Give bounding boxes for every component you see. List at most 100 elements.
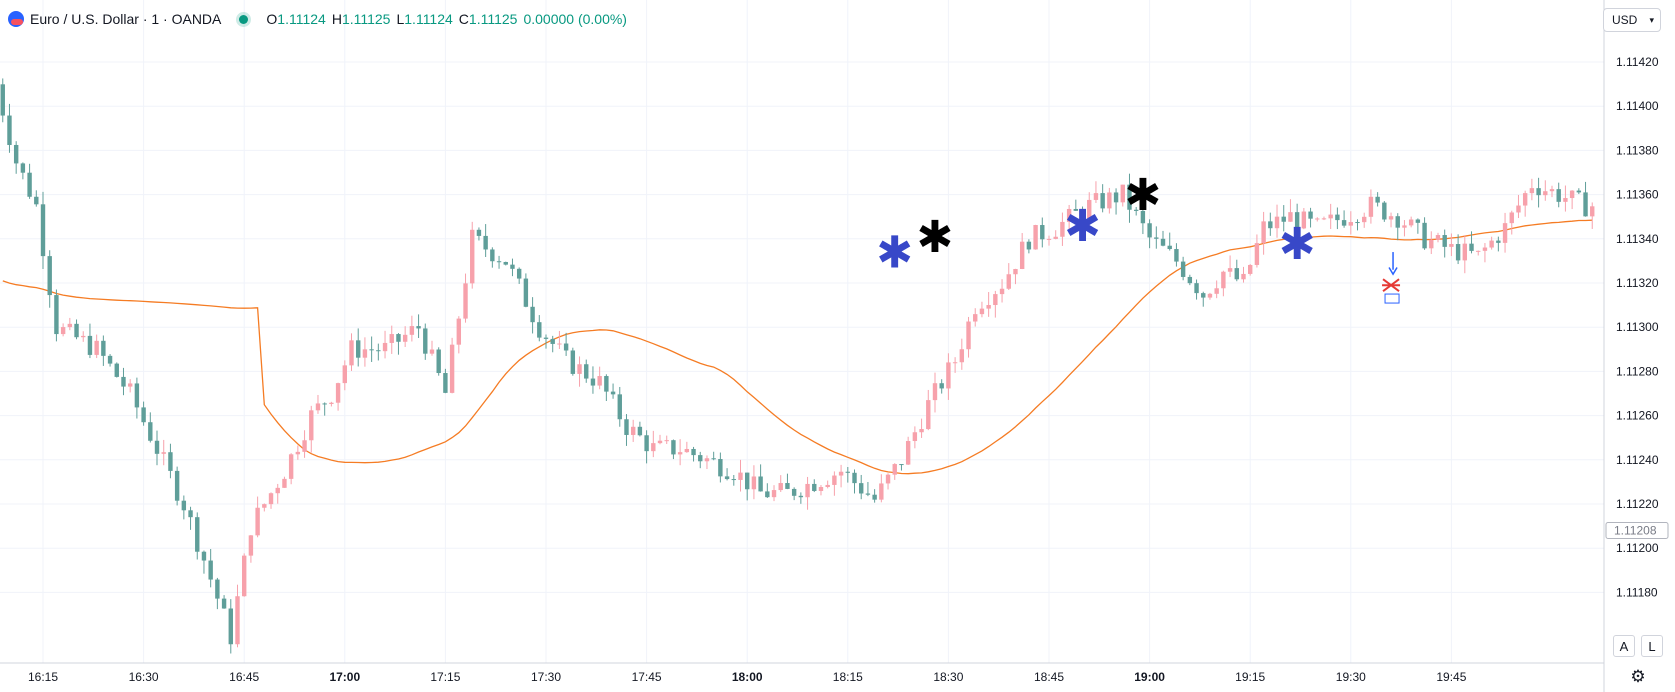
price-tick-label: 1.11200	[1616, 541, 1659, 555]
price-tick-label: 1.11240	[1616, 453, 1659, 467]
candle	[248, 535, 254, 563]
candle	[677, 439, 683, 466]
candle	[952, 357, 958, 373]
time-tick-label: 17:00	[329, 670, 360, 684]
signal-asterisk-icon: ✱	[917, 212, 954, 263]
candle	[1556, 182, 1561, 208]
candle	[1335, 207, 1340, 230]
candle	[516, 267, 522, 284]
candle	[208, 548, 213, 588]
log-scale-button[interactable]: L	[1641, 635, 1663, 657]
candle	[107, 354, 113, 367]
candle	[865, 482, 871, 497]
candle	[101, 335, 106, 366]
candle	[825, 480, 830, 489]
candle	[1382, 201, 1387, 222]
price-tick-label: 1.11320	[1616, 276, 1659, 290]
signal-asterisk-icon: ✱	[1124, 170, 1161, 221]
symbol-title[interactable]: Euro / U.S. Dollar · 1 · OANDA	[30, 11, 222, 27]
candle	[879, 474, 884, 503]
candle	[1315, 217, 1320, 222]
candle	[1375, 192, 1380, 207]
candle	[630, 419, 636, 442]
candle	[154, 430, 160, 466]
price-axis[interactable]: 1.11420 1.11400 1.11380 1.11360 1.11340 1.113…	[1616, 55, 1659, 599]
candle	[443, 368, 448, 394]
candle	[684, 441, 690, 453]
candle	[40, 191, 46, 269]
chart-grid	[0, 0, 1604, 663]
candle	[356, 328, 361, 367]
market-status-dot-icon	[239, 14, 249, 24]
candle	[624, 414, 629, 446]
candle	[349, 333, 354, 371]
time-tick-label: 16:30	[129, 670, 159, 684]
candle	[919, 418, 924, 438]
candle	[845, 466, 850, 483]
time-tick-label: 17:15	[430, 670, 460, 684]
candle	[1241, 266, 1246, 283]
candle	[771, 485, 777, 502]
candle	[1341, 210, 1347, 228]
close-value: 1.11125	[468, 11, 518, 27]
last-price-value: 1.11208	[1614, 524, 1657, 538]
candle	[503, 261, 508, 266]
time-tick-label: 19:00	[1134, 670, 1165, 684]
candle	[416, 314, 421, 339]
time-tick-label: 19:15	[1235, 670, 1265, 684]
candle	[449, 337, 455, 394]
candle	[1301, 208, 1307, 230]
candle	[1462, 235, 1468, 274]
candle	[242, 553, 247, 597]
candle	[195, 512, 200, 560]
candle	[724, 468, 730, 481]
candle	[999, 279, 1005, 303]
time-tick-label: 17:45	[632, 670, 662, 684]
candle	[1187, 274, 1193, 286]
candle	[496, 255, 502, 269]
candle	[959, 338, 965, 370]
candle	[402, 326, 408, 347]
candle	[979, 301, 985, 318]
candle	[1308, 207, 1313, 228]
candle	[563, 332, 569, 356]
candle	[309, 405, 314, 453]
open-label: O	[266, 11, 278, 27]
gear-icon[interactable]: ⚙	[1630, 667, 1646, 686]
candle	[1529, 178, 1535, 201]
candle	[315, 394, 321, 414]
candle	[1402, 220, 1407, 237]
currency-selector[interactable]: USD ▾	[1603, 8, 1661, 32]
candle	[1107, 187, 1112, 214]
candle	[470, 221, 475, 289]
candle	[335, 382, 341, 411]
candle	[1489, 236, 1494, 250]
price-tick-label: 1.11420	[1616, 55, 1659, 69]
candle	[13, 141, 19, 174]
candle	[1066, 204, 1072, 234]
candle	[181, 495, 187, 520]
candle	[429, 340, 435, 356]
candle	[1040, 217, 1045, 248]
candle	[1294, 203, 1300, 242]
candle	[838, 464, 844, 488]
candle	[1268, 212, 1273, 236]
candle	[369, 336, 374, 362]
candle	[168, 443, 173, 479]
candle	[1583, 181, 1588, 217]
candle	[711, 451, 716, 461]
candle	[148, 412, 153, 443]
candle	[1093, 181, 1099, 203]
candle	[1469, 231, 1474, 254]
candle	[1133, 206, 1139, 216]
auto-scale-button[interactable]: A	[1613, 635, 1635, 657]
candle	[490, 247, 495, 268]
candle	[637, 421, 643, 437]
candle	[745, 472, 750, 501]
candle	[161, 439, 166, 466]
time-axis[interactable]: 16:15 16:30 16:45 17:00 17:15 17:30 17:45 18:00…	[28, 670, 1467, 684]
candle	[20, 162, 26, 180]
candle	[94, 334, 99, 359]
candle	[1026, 239, 1032, 254]
